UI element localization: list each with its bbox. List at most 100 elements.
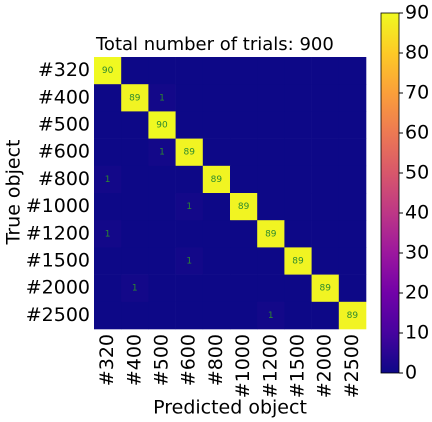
cell bbox=[257, 165, 285, 194]
cell bbox=[257, 247, 285, 275]
cell bbox=[202, 193, 231, 221]
cell bbox=[94, 247, 122, 275]
cell bbox=[175, 111, 204, 139]
cell-label: 1 bbox=[186, 257, 192, 267]
cell bbox=[284, 84, 312, 112]
cell bbox=[230, 165, 258, 194]
cell bbox=[94, 138, 122, 167]
cell-label: 1 bbox=[105, 175, 111, 185]
cell bbox=[338, 111, 367, 139]
cell bbox=[338, 57, 367, 85]
cell bbox=[257, 111, 285, 139]
cell-label: 89 bbox=[319, 284, 331, 294]
cell bbox=[94, 111, 122, 139]
cell bbox=[257, 138, 285, 167]
cell bbox=[148, 247, 176, 275]
cell bbox=[202, 165, 231, 194]
cell bbox=[202, 111, 231, 139]
y-axis-label: True object bbox=[3, 140, 25, 246]
cell bbox=[202, 247, 231, 275]
cell bbox=[284, 274, 312, 303]
cell bbox=[202, 138, 231, 167]
cell bbox=[175, 193, 204, 221]
cell bbox=[121, 274, 149, 303]
cell bbox=[202, 84, 231, 112]
cell-label: 89 bbox=[183, 148, 195, 158]
x-tick-label: #2500 bbox=[341, 334, 363, 398]
cell bbox=[94, 193, 122, 221]
cell bbox=[257, 220, 285, 248]
cell bbox=[311, 84, 340, 112]
y-tick-label: #1200 bbox=[26, 222, 90, 244]
cell-label: 89 bbox=[238, 202, 250, 212]
colorbar-tick-label: 70 bbox=[405, 82, 429, 104]
x-tick-label: #1200 bbox=[259, 334, 281, 398]
cell bbox=[311, 57, 340, 85]
cell bbox=[284, 301, 312, 330]
cell bbox=[121, 57, 149, 85]
cell bbox=[202, 220, 231, 248]
cell bbox=[338, 301, 367, 330]
cell bbox=[284, 165, 312, 194]
cell bbox=[338, 165, 367, 194]
cell bbox=[311, 111, 340, 139]
cell bbox=[230, 57, 258, 85]
cell bbox=[175, 247, 204, 275]
cell bbox=[94, 274, 122, 303]
cell bbox=[121, 84, 149, 112]
cell bbox=[121, 220, 149, 248]
y-tick-label: #2500 bbox=[26, 304, 90, 326]
cell bbox=[148, 165, 176, 194]
cell bbox=[121, 193, 149, 221]
cell bbox=[175, 220, 204, 248]
cell bbox=[148, 57, 176, 85]
x-tick-label: #1500 bbox=[287, 334, 309, 398]
cell bbox=[202, 274, 231, 303]
cell-label: 1 bbox=[159, 93, 165, 103]
cell bbox=[121, 301, 149, 330]
cell bbox=[311, 274, 340, 303]
cell bbox=[94, 220, 122, 248]
cell bbox=[257, 193, 285, 221]
cell bbox=[338, 138, 367, 167]
cell bbox=[175, 301, 204, 330]
cell bbox=[175, 84, 204, 112]
cell bbox=[338, 274, 367, 303]
cell-label: 1 bbox=[132, 284, 138, 294]
y-tick-label: #1500 bbox=[26, 250, 90, 272]
cell bbox=[311, 138, 340, 167]
y-tick-label: #500 bbox=[38, 114, 90, 136]
y-tick-label: #2000 bbox=[26, 277, 90, 299]
cell bbox=[338, 84, 367, 112]
cell bbox=[284, 220, 312, 248]
cell bbox=[175, 165, 204, 194]
cell bbox=[94, 165, 122, 194]
cell-label: 1 bbox=[186, 202, 192, 212]
cell bbox=[311, 247, 340, 275]
cell bbox=[311, 165, 340, 194]
cell bbox=[175, 57, 204, 85]
cell-label: 1 bbox=[159, 148, 165, 158]
cell bbox=[338, 220, 367, 248]
cell bbox=[230, 301, 258, 330]
y-tick-label: #600 bbox=[38, 141, 90, 163]
cell-label: 90 bbox=[102, 66, 114, 76]
cell bbox=[121, 165, 149, 194]
cell bbox=[121, 138, 149, 167]
colorbar-tick-label: 10 bbox=[405, 322, 429, 344]
y-tick-label: #400 bbox=[38, 86, 90, 108]
x-tick-label: #500 bbox=[151, 334, 173, 386]
cell bbox=[284, 193, 312, 221]
x-tick-label: #800 bbox=[205, 334, 227, 386]
cell bbox=[284, 247, 312, 275]
cell bbox=[311, 301, 340, 330]
cell-label: 1 bbox=[105, 229, 111, 239]
colorbar-tick-label: 0 bbox=[405, 362, 417, 384]
y-tick-label: #1000 bbox=[26, 195, 90, 217]
cell bbox=[311, 193, 340, 221]
cell bbox=[148, 274, 176, 303]
cell bbox=[230, 193, 258, 221]
cell bbox=[311, 220, 340, 248]
cell bbox=[338, 193, 367, 221]
